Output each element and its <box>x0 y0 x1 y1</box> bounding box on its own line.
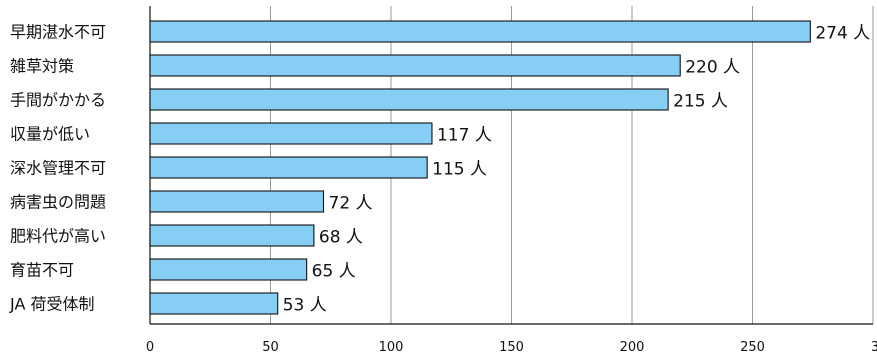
category-label-6: 肥料代が高い <box>10 227 106 246</box>
bars <box>149 20 811 315</box>
bar-7 <box>149 258 308 281</box>
value-label-2: 215 人 <box>673 92 728 112</box>
category-label-8: JA 荷受体制 <box>9 295 94 314</box>
bar-4 <box>149 156 428 179</box>
category-label-3: 収量が低い <box>10 125 90 144</box>
value-label-5: 72 人 <box>329 194 373 214</box>
category-label-7: 育苗不可 <box>10 261 74 280</box>
x-tick-label-150: 150 <box>499 340 524 355</box>
category-label-4: 深水管理不可 <box>10 159 106 178</box>
value-label-1: 220 人 <box>685 58 740 78</box>
x-tick-label-50: 50 <box>262 340 279 355</box>
category-labels: 早期湛水不可雑草対策手間がかかる収量が低い深水管理不可病害虫の問題肥料代が高い育… <box>9 23 106 314</box>
category-label-0: 早期湛水不可 <box>10 23 106 42</box>
x-tick-label-250: 250 <box>740 340 765 355</box>
bar-8 <box>149 292 279 315</box>
bar-0 <box>149 20 811 43</box>
x-tick-label-300: 300 <box>871 340 877 355</box>
category-label-2: 手間がかかる <box>10 91 106 110</box>
x-tick-label-200: 200 <box>620 340 645 355</box>
bar-2 <box>149 88 669 111</box>
value-label-0: 274 人 <box>815 24 870 44</box>
value-label-4: 115 人 <box>432 160 487 180</box>
value-label-6: 68 人 <box>319 228 363 248</box>
bar-1 <box>149 54 681 77</box>
x-tick-labels: 0 50 100 150 200 250 300 <box>146 340 877 355</box>
value-label-3: 117 人 <box>437 126 492 146</box>
value-label-7: 65 人 <box>312 262 356 282</box>
x-tick-label-100: 100 <box>379 340 404 355</box>
value-label-8: 53 人 <box>283 296 327 316</box>
category-label-1: 雑草対策 <box>10 57 74 76</box>
bar-5 <box>149 190 325 213</box>
value-labels: 274 人 220 人 215 人 117 人 115 人 72 人 68 人 65 人 53 … <box>283 24 870 316</box>
x-tick-label-0: 0 <box>146 340 154 355</box>
category-label-5: 病害虫の問題 <box>10 193 106 212</box>
bar-3 <box>149 122 433 145</box>
bar-6 <box>149 224 315 247</box>
